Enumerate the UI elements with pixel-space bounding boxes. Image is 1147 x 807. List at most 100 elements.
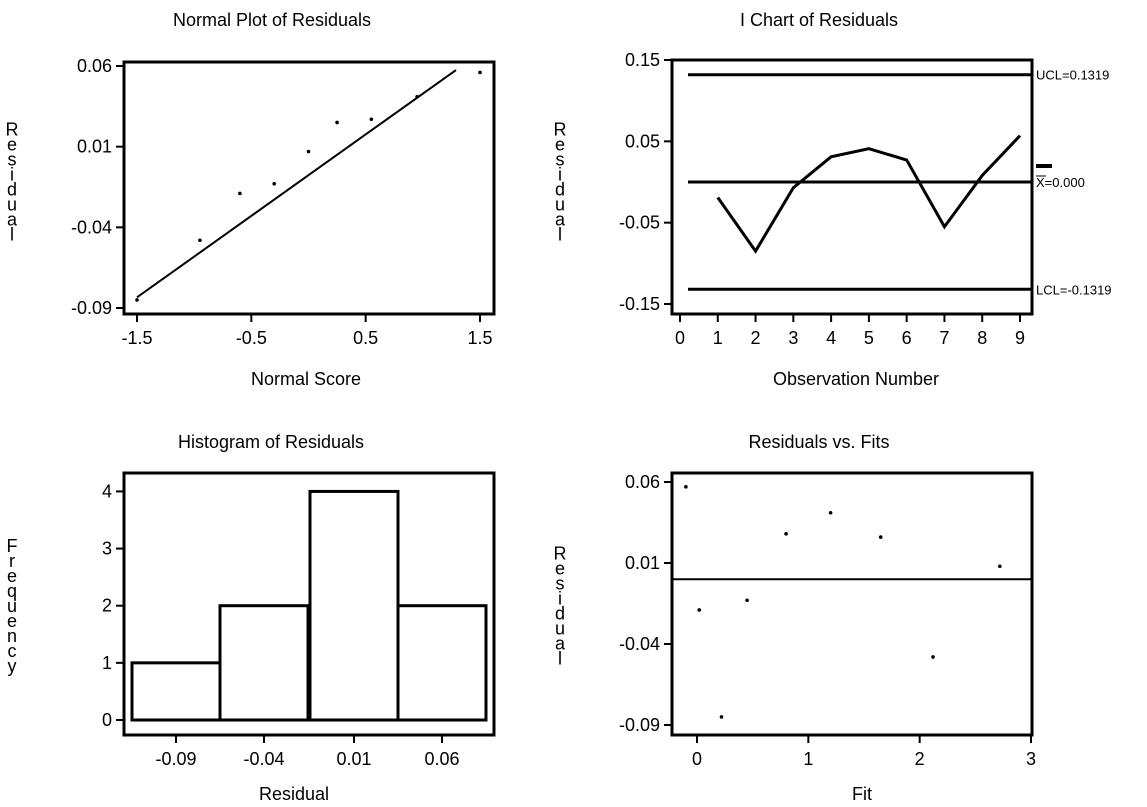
y-axis-label-char: l (558, 649, 562, 669)
x-tick-label: 0.5 (353, 328, 378, 348)
plot-frame (122, 471, 496, 737)
y-axis-label-char: i (558, 165, 562, 185)
y-axis-label-char: l (558, 225, 562, 245)
y-axis-label-char: u (555, 195, 565, 215)
x-tick-label: 2 (751, 328, 761, 348)
x-tick-label: 0.06 (424, 749, 459, 769)
x-tick-label: 1.5 (467, 328, 492, 348)
y-axis-label-char: e (7, 611, 17, 631)
y-axis-label-char: r (9, 551, 15, 571)
y-axis-label-char: l (10, 225, 14, 245)
x-tick-label: 0.01 (336, 749, 371, 769)
fit-line (136, 69, 457, 299)
y-axis-label-char: a (555, 634, 566, 654)
x-tick-label: 8 (977, 328, 987, 348)
x-tick-label: -0.04 (243, 749, 284, 769)
y-axis-label-char: e (7, 566, 17, 586)
x-axis-label: Normal Score (251, 369, 361, 389)
x-axis-label: Residual (259, 784, 329, 804)
tick-layer: -1.5 -0.5 0.5 1.5 0.06 0.01 -0.04 -0.09 (71, 56, 493, 348)
x-tick-label: 7 (939, 328, 949, 348)
x-tick-label: 9 (1015, 328, 1025, 348)
y-tick-label: -0.04 (71, 217, 112, 237)
chart-title: Normal Plot of Residuals (173, 10, 371, 30)
y-tick-label: -0.15 (619, 294, 660, 314)
y-tick-label: 2 (102, 596, 112, 616)
y-axis-label-char: n (7, 626, 17, 646)
y-axis-label-char: i (10, 165, 14, 185)
histogram-bar (218, 604, 310, 722)
x-tick-label: 3 (1026, 749, 1036, 769)
y-tick-label: 0.06 (625, 472, 660, 492)
x-tick-label: 4 (826, 328, 836, 348)
data-point (697, 608, 702, 612)
data-point (478, 70, 482, 75)
plot-frame (670, 58, 1034, 316)
y-tick-label: 0.01 (77, 137, 112, 157)
data-point (238, 191, 242, 196)
data-point (931, 655, 935, 659)
data-point (828, 510, 833, 515)
y-axis-label-char: e (7, 135, 17, 155)
y-axis-label-char: d (555, 180, 565, 200)
tick-layer: 0 1 2 3 4 5 6 7 8 9 0.15 0.05 -0.05 -0.15 (619, 50, 1025, 348)
y-tick-label: -0.09 (71, 298, 112, 318)
y-axis-label-char: d (555, 604, 565, 624)
x-tick-label: 2 (915, 749, 925, 769)
plot-frame (122, 60, 496, 316)
y-axis-label-char: u (555, 619, 565, 639)
y-axis-label-char: u (7, 596, 17, 616)
data-point (306, 149, 311, 154)
x-tick-label: 1 (713, 328, 723, 348)
y-axis-label-char: e (555, 559, 565, 579)
y-axis-label-char: y (8, 656, 17, 676)
x-tick-label: 5 (864, 328, 874, 348)
y-axis-label-char: i (558, 589, 562, 609)
y-tick-label: 3 (102, 539, 112, 559)
data-point (369, 117, 374, 122)
y-axis-label-char: s (556, 574, 565, 594)
x-tick-label: -1.5 (121, 328, 152, 348)
y-axis-label-char: q (7, 581, 17, 601)
tick-layer: -0.09 -0.04 0.01 0.06 4 3 2 1 0 (102, 481, 460, 769)
y-tick-label: 0.01 (625, 553, 660, 573)
y-tick-label: 0.15 (625, 50, 660, 70)
chart-title: Histogram of Residuals (178, 432, 364, 452)
y-tick-label: 4 (102, 481, 112, 501)
reference-line-label: UCL=0.1319 (1036, 68, 1109, 83)
normal-plot-panel: Normal Plot of Residuals -1.5 -0.5 0.5 1.5 0… (6, 10, 496, 389)
data-point (415, 94, 419, 99)
chart-title: I Chart of Residuals (740, 10, 898, 30)
data-point (719, 715, 724, 719)
data-point (198, 238, 202, 243)
data-point (135, 298, 139, 302)
x-tick-label: -0.09 (155, 749, 196, 769)
data-point (272, 181, 277, 186)
y-axis-label-char: a (555, 210, 566, 230)
x-tick-label: 0 (675, 328, 685, 348)
tick-layer: 0 1 2 3 0.06 0.01 -0.04 -0.09 (619, 472, 1036, 769)
histogram-bar (396, 604, 488, 722)
y-axis-label-char: u (7, 195, 17, 215)
y-tick-label: 0.06 (77, 56, 112, 76)
x-axis-label: Observation Number (773, 369, 939, 389)
y-tick-label: 0 (102, 710, 112, 730)
y-axis-label-char: c (8, 641, 17, 661)
x-axis-label: Fit (852, 784, 872, 804)
data-point (684, 485, 688, 489)
y-axis-label-char: R (554, 120, 567, 140)
i-chart-panel: I Chart of Residuals 0 1 2 3 4 5 6 7 8 9 0.15 0.05 -… (554, 10, 1112, 389)
y-axis-label-char: a (7, 210, 18, 230)
x-bar-symbol (1036, 164, 1052, 168)
y-tick-label: -0.09 (619, 715, 660, 735)
histogram-panel: Histogram of Residuals -0.09 -0.04 0.01 0.0… (7, 432, 496, 804)
data-point (745, 598, 749, 603)
series-line (716, 134, 1022, 254)
y-tick-label: 0.05 (625, 131, 660, 151)
residuals-vs-fits-panel: Residuals vs. Fits 0 1 2 3 0.06 0.01 -0.04 -0.0… (554, 432, 1037, 804)
data-layer (130, 489, 488, 722)
data-point (335, 120, 339, 125)
